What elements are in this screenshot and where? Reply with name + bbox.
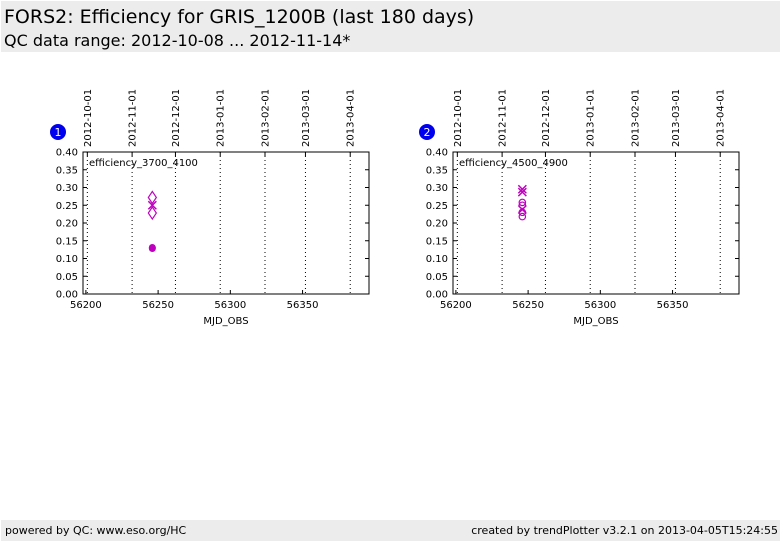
y-tick-label: 0.25	[56, 201, 78, 212]
page-subtitle: QC data range: 2012-10-08 ... 2012-11-14…	[4, 31, 351, 50]
x-tick-label: 56200	[70, 300, 102, 311]
y-tick-label: 0.15	[56, 236, 78, 247]
footer-created-by: created by trendPlotter v3.2.1 on 2013-0…	[471, 524, 778, 537]
data-point-diamond	[147, 190, 158, 205]
date-tick-label: 2012-12-01	[541, 89, 552, 147]
date-tick-label: 2012-12-01	[171, 89, 182, 147]
data-point-circle	[518, 198, 527, 207]
chart-panel-2: 2012-10-01 2012-11-01 2012-12-01 2013-01-01…	[419, 89, 740, 327]
date-tick-label: 2013-02-01	[261, 89, 272, 147]
y-tick-label: 0.30	[56, 183, 78, 194]
y-tick-label: 0.00	[56, 290, 78, 301]
data-point-circle	[518, 212, 527, 221]
date-tick-label: 2012-10-01	[453, 89, 464, 147]
data-point-x	[147, 200, 157, 210]
panel-number-label: 2	[424, 126, 431, 139]
data-point-diamond	[147, 205, 158, 221]
y-tick-label: 0.30	[426, 183, 448, 194]
y-tick-label: 0.35	[56, 165, 78, 176]
data-point-circle	[518, 208, 527, 217]
date-tick-label: 2012-11-01	[128, 89, 139, 147]
date-tick-label: 2013-03-01	[671, 89, 682, 147]
footer-powered-by: powered by QC: www.eso.org/HC	[5, 524, 187, 537]
x-tick-label: 56250	[142, 300, 174, 311]
y-tick-label: 0.40	[426, 148, 448, 159]
panel-number-badge	[50, 124, 66, 140]
date-tick-label: 2012-11-01	[498, 89, 509, 147]
plot-frame	[452, 151, 740, 295]
y-tick-label: 0.05	[56, 272, 78, 283]
date-tick-label: 2013-04-01	[716, 89, 727, 147]
date-tick-label: 2013-02-01	[631, 89, 642, 147]
date-tick-label: 2012-10-01	[83, 89, 94, 147]
panel-number-badge	[419, 124, 435, 140]
data-point-dot	[148, 245, 156, 253]
plot-frame	[82, 151, 370, 295]
date-tick-label: 2013-04-01	[346, 89, 357, 147]
header-bar: FORS2: Efficiency for GRIS_1200B (last 1…	[1, 1, 780, 52]
data-point-x	[517, 184, 527, 194]
date-tick-label: 2013-01-01	[586, 89, 597, 147]
y-tick-label: 0.10	[56, 254, 78, 265]
y-tick-label: 0.35	[426, 165, 448, 176]
x-tick-label: 56250	[512, 300, 544, 311]
y-tick-label: 0.25	[426, 201, 448, 212]
y-tick-label: 0.05	[426, 272, 448, 283]
series-label: efficiency_3700_4100	[89, 158, 198, 169]
data-point-circle	[518, 201, 527, 210]
x-tick-label: 56350	[287, 300, 319, 311]
x-tick-label: 56200	[440, 300, 472, 311]
page-title: FORS2: Efficiency for GRIS_1200B (last 1…	[4, 6, 475, 28]
y-tick-label: 0.15	[426, 236, 448, 247]
x-tick-label: 56350	[657, 300, 689, 311]
y-tick-label: 0.20	[56, 219, 78, 230]
date-tick-label: 2013-01-01	[216, 89, 227, 147]
x-tick-label: 56300	[214, 300, 246, 311]
series-label: efficiency_4500_4900	[459, 158, 568, 169]
y-tick-label: 0.20	[426, 219, 448, 230]
data-point-x	[517, 187, 527, 197]
x-axis-label: MJD_OBS	[203, 316, 248, 327]
y-tick-label: 0.00	[426, 290, 448, 301]
date-tick-label: 2013-03-01	[301, 89, 312, 147]
footer-bar: powered by QC: www.eso.org/HC created by…	[1, 520, 780, 541]
panel-number-label: 1	[55, 126, 62, 139]
x-axis-label: MJD_OBS	[573, 316, 618, 327]
chart-panel-1: 2012-10-01 2012-11-01 2012-12-01 2013-01-01…	[50, 89, 370, 327]
y-tick-label: 0.40	[56, 148, 78, 159]
y-tick-label: 0.10	[426, 254, 448, 265]
x-tick-label: 56300	[584, 300, 616, 311]
